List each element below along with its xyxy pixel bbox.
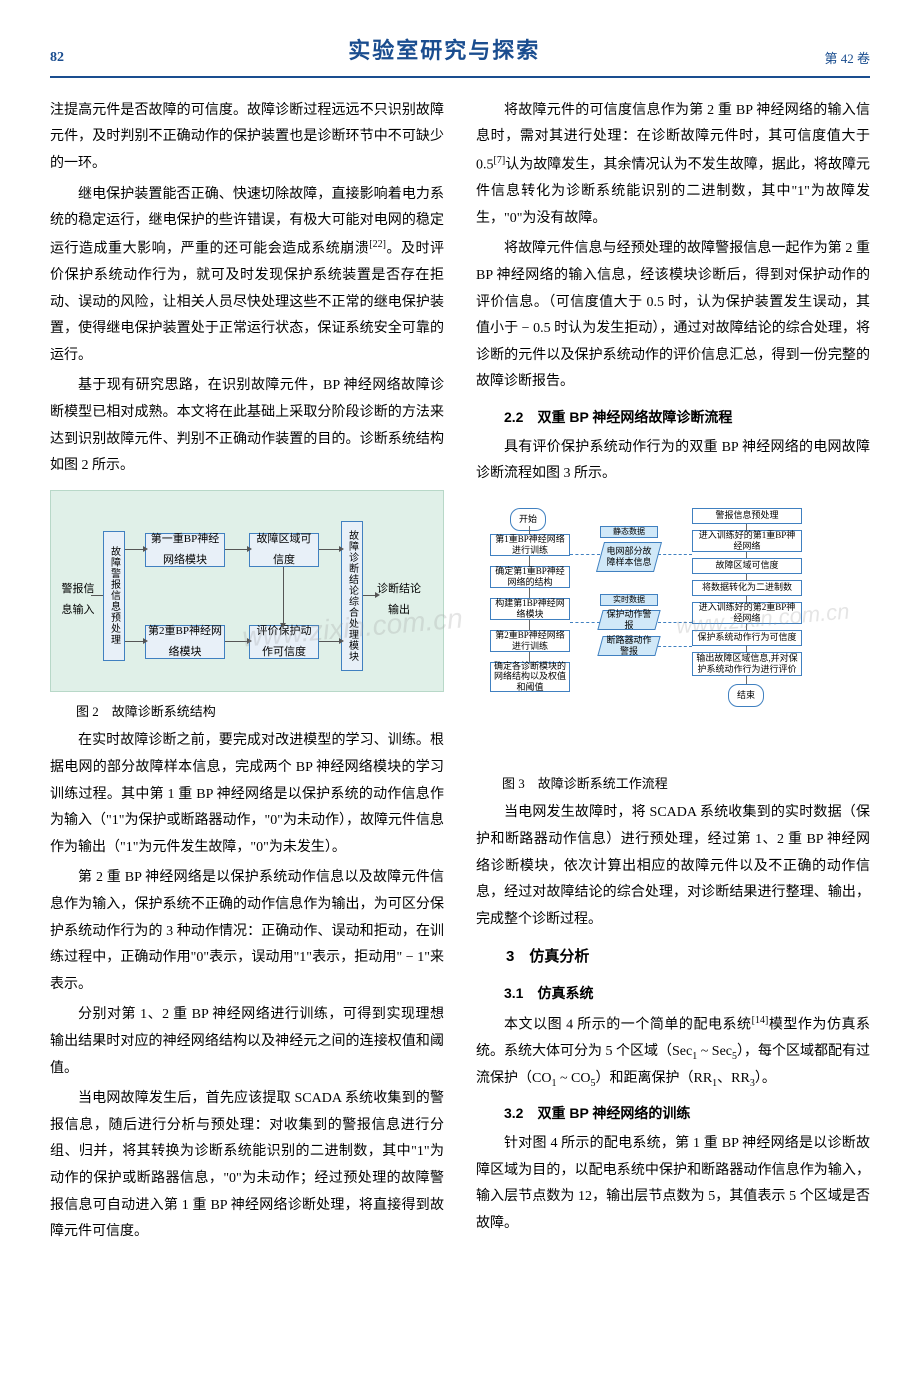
para: 本文以图 4 所示的一个简单的配电系统[14]模型作为仿真系统。系统大体可分为 …: [476, 1011, 870, 1093]
journal-title: 实验室研究与探索: [348, 30, 540, 72]
fig2-alarm-in: 警报信息输入: [59, 579, 97, 621]
fig3-start: 开始: [510, 508, 546, 531]
citation: [7]: [494, 155, 506, 166]
heading-3-1: 3.1 仿真系统: [476, 980, 870, 1007]
fig3-l1: 第1重BP神经网络进行训练: [490, 534, 570, 556]
fig3-l5: 确定各诊断模块的网络结构以及权值和阈值: [490, 662, 570, 692]
fig2-out: 诊断结论输出: [377, 579, 421, 621]
right-column: 将故障元件的可信度信息作为第 2 重 BP 神经网络的输入信息时，需对其进行处理…: [476, 98, 870, 1250]
fig3-r5: 进入训练好的第2重BP神经网络: [692, 602, 802, 624]
fig3-l2: 确定第1重BP神经网络的结构: [490, 566, 570, 588]
page-header: 82 实验室研究与探索 第 42 卷: [50, 30, 870, 78]
fig3-l3: 构建第1BP神经网络模块: [490, 598, 570, 620]
two-column-body: 注提高元件是否故障的可信度。故障诊断过程远远不只识别故障元件，及时判别不正确动作…: [50, 98, 870, 1250]
para: 在实时故障诊断之前，要完成对改进模型的学习、训练。根据电网的部分故障样本信息，完…: [50, 728, 444, 861]
fig3-r6: 保护系统动作行为可信度: [692, 630, 802, 646]
heading-3: 3 仿真分析: [476, 943, 870, 972]
para: 将故障元件的可信度信息作为第 2 重 BP 神经网络的输入信息时，需对其进行处理…: [476, 98, 870, 233]
para: 继电保护装置能否正确、快速切除故障，直接影响着电力系统的稳定运行，继电保护的些许…: [50, 182, 444, 370]
fig3-m3: 断路器动作警报: [603, 635, 655, 657]
fig3-r4: 将数据转化为二进制数: [692, 580, 802, 596]
heading-2-2: 2.2 双重 BP 神经网络故障诊断流程: [476, 404, 870, 431]
para: 具有评价保护系统动作行为的双重 BP 神经网络的电网故障诊断流程如图 3 所示。: [476, 435, 870, 488]
fig3-realtime-label: 实时数据: [600, 594, 658, 606]
volume-label: 第 42 卷: [824, 47, 870, 72]
para: 当电网发生故障时，将 SCADA 系统收集到的实时数据（保护和断路器动作信息）进…: [476, 800, 870, 933]
left-column: 注提高元件是否故障的可信度。故障诊断过程远远不只识别故障元件，及时判别不正确动作…: [50, 98, 444, 1250]
fig2-bp2: 第2重BP神经网络模块: [145, 625, 225, 659]
para: 分别对第 1、2 重 BP 神经网络进行训练，可得到实现理想输出结果时对应的神经…: [50, 1002, 444, 1082]
figure-3-caption: 图 3 故障诊断系统工作流程: [476, 772, 870, 797]
para: 当电网故障发生后，首先应该提取 SCADA 系统收集到的警报信息，随后进行分析与…: [50, 1086, 444, 1246]
figure-2: 警报信息输入 故障警报信息预处理 第一重BP神经网络模块 第2重BP神经网络模块…: [50, 490, 444, 692]
page-number: 82: [50, 45, 64, 72]
fig3-r1: 警报信息预处理: [692, 508, 802, 524]
para: 基于现有研究思路，在识别故障元件，BP 神经网络故障诊断模型已相对成熟。本文将在…: [50, 373, 444, 479]
para: 第 2 重 BP 神经网络是以保护系统动作信息以及故障元件信息作为输入，保护系统…: [50, 865, 444, 998]
citation: [22]: [369, 239, 386, 250]
figure-3: 开始 第1重BP神经网络进行训练 确定第1重BP神经网络的结构 构建第1BP神经…: [476, 498, 870, 764]
fig3-end: 结束: [728, 684, 764, 707]
figure-2-caption: 图 2 故障诊断系统结构: [50, 700, 444, 725]
fig3-m2: 保护动作警报: [603, 609, 655, 631]
fig3-l4: 第2重BP神经网络进行训练: [490, 630, 570, 652]
fig2-combine: 故障诊断结论综合处理模块: [341, 521, 363, 671]
para: 针对图 4 所示的配电系统，第 1 重 BP 神经网络是以诊断故障区域为目的，以…: [476, 1131, 870, 1237]
fig2-bp1: 第一重BP神经网络模块: [145, 533, 225, 567]
fig3-r7: 输出故障区域信息,并对保护系统动作行为进行评价: [692, 652, 802, 676]
fig2-eval: 评价保护动作可信度: [249, 625, 319, 659]
fig2-zone: 故障区域可信度: [249, 533, 319, 567]
fig3-r3: 故障区域可信度: [692, 558, 802, 574]
fig3-r2: 进入训练好的第1重BP神经网络: [692, 530, 802, 552]
para: 注提高元件是否故障的可信度。故障诊断过程远远不只识别故障元件，及时判别不正确动作…: [50, 98, 444, 178]
fig3-m1: 电网部分故障样本信息: [603, 546, 655, 568]
fig3-static-label: 静态数据: [600, 526, 658, 538]
heading-3-2: 3.2 双重 BP 神经网络的训练: [476, 1100, 870, 1127]
para: 将故障元件信息与经预处理的故障警报信息一起作为第 2 重 BP 神经网络的输入信…: [476, 236, 870, 396]
fig2-preprocess: 故障警报信息预处理: [103, 531, 125, 661]
citation: [14]: [752, 1015, 769, 1026]
page: 82 实验室研究与探索 第 42 卷 注提高元件是否故障的可信度。故障诊断过程远…: [0, 0, 920, 1290]
